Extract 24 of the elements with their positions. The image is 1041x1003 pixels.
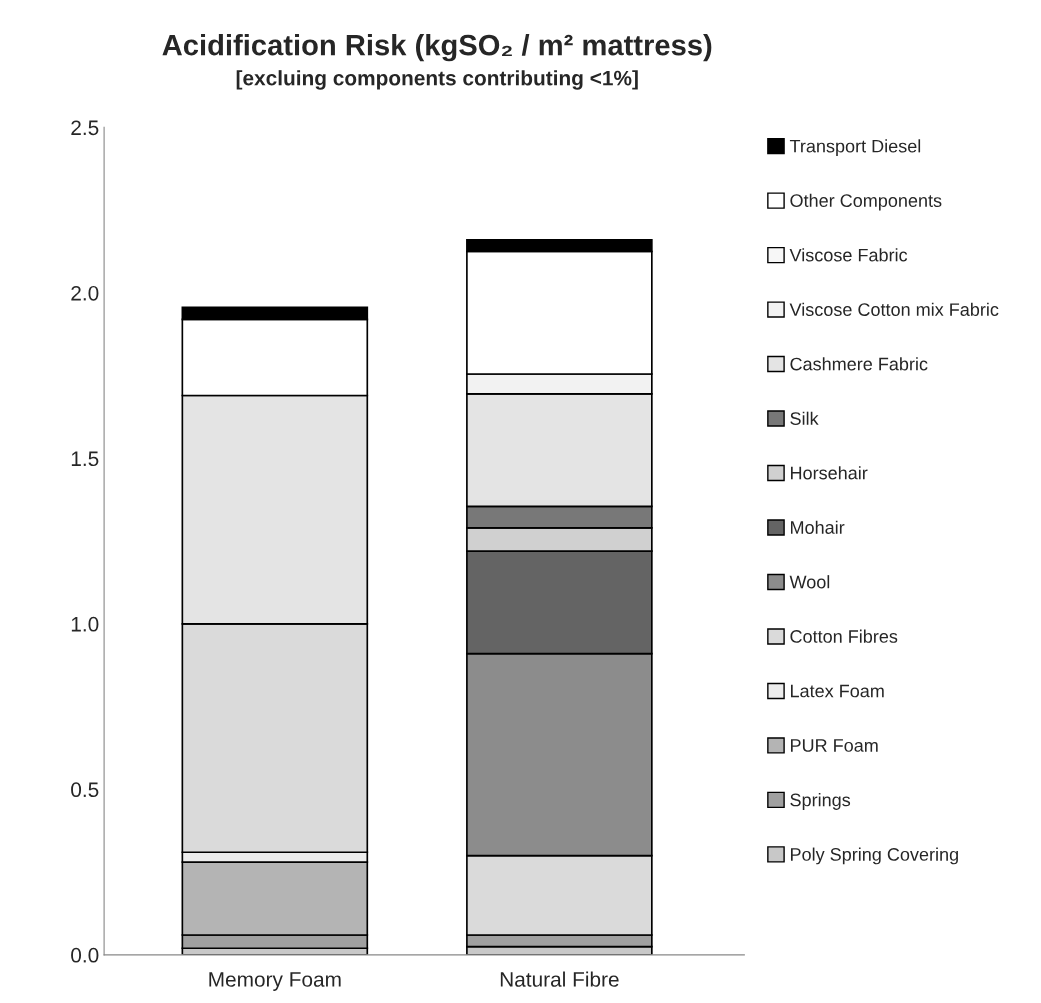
y-tick-label: 0.5: [71, 782, 99, 798]
legend-label: Transport Diesel: [789, 139, 921, 157]
legend-label: Viscose Cotton mix Fabric: [789, 302, 999, 316]
chart-subtitle: [excluing components contributing <1%]: [236, 70, 638, 90]
legend-label: Mohair: [791, 520, 845, 534]
legend-label: Other Components: [790, 193, 942, 211]
y-tick-label: 1.5: [71, 451, 99, 467]
legend-label: Horsehair: [791, 466, 868, 480]
legend-label: Viscose Fabric: [789, 248, 908, 262]
legend-label: Wool: [789, 575, 830, 589]
legend-label: Silk: [790, 411, 819, 425]
x-tick-label: Memory Foam: [209, 972, 341, 991]
legend-label: Cotton Fibres: [790, 629, 898, 643]
chart-title: Acidification Risk (kgSO₂ / m² mattress): [162, 34, 712, 62]
y-tick-label: 0.0: [71, 947, 99, 963]
legend-label: PUR Foam: [791, 739, 878, 752]
legend-label: Cashmere Fabric: [790, 357, 928, 371]
legend-label: Latex Foam: [791, 684, 884, 698]
legend-label: Springs: [790, 793, 851, 810]
legend-label: Poly Spring Covering: [791, 847, 958, 865]
y-tick-label: 1.0: [71, 616, 99, 632]
x-tick-label: Natural Fibre: [500, 971, 619, 987]
y-tick-label: 2.0: [71, 285, 99, 301]
y-tick-label: 2.5: [71, 120, 99, 136]
